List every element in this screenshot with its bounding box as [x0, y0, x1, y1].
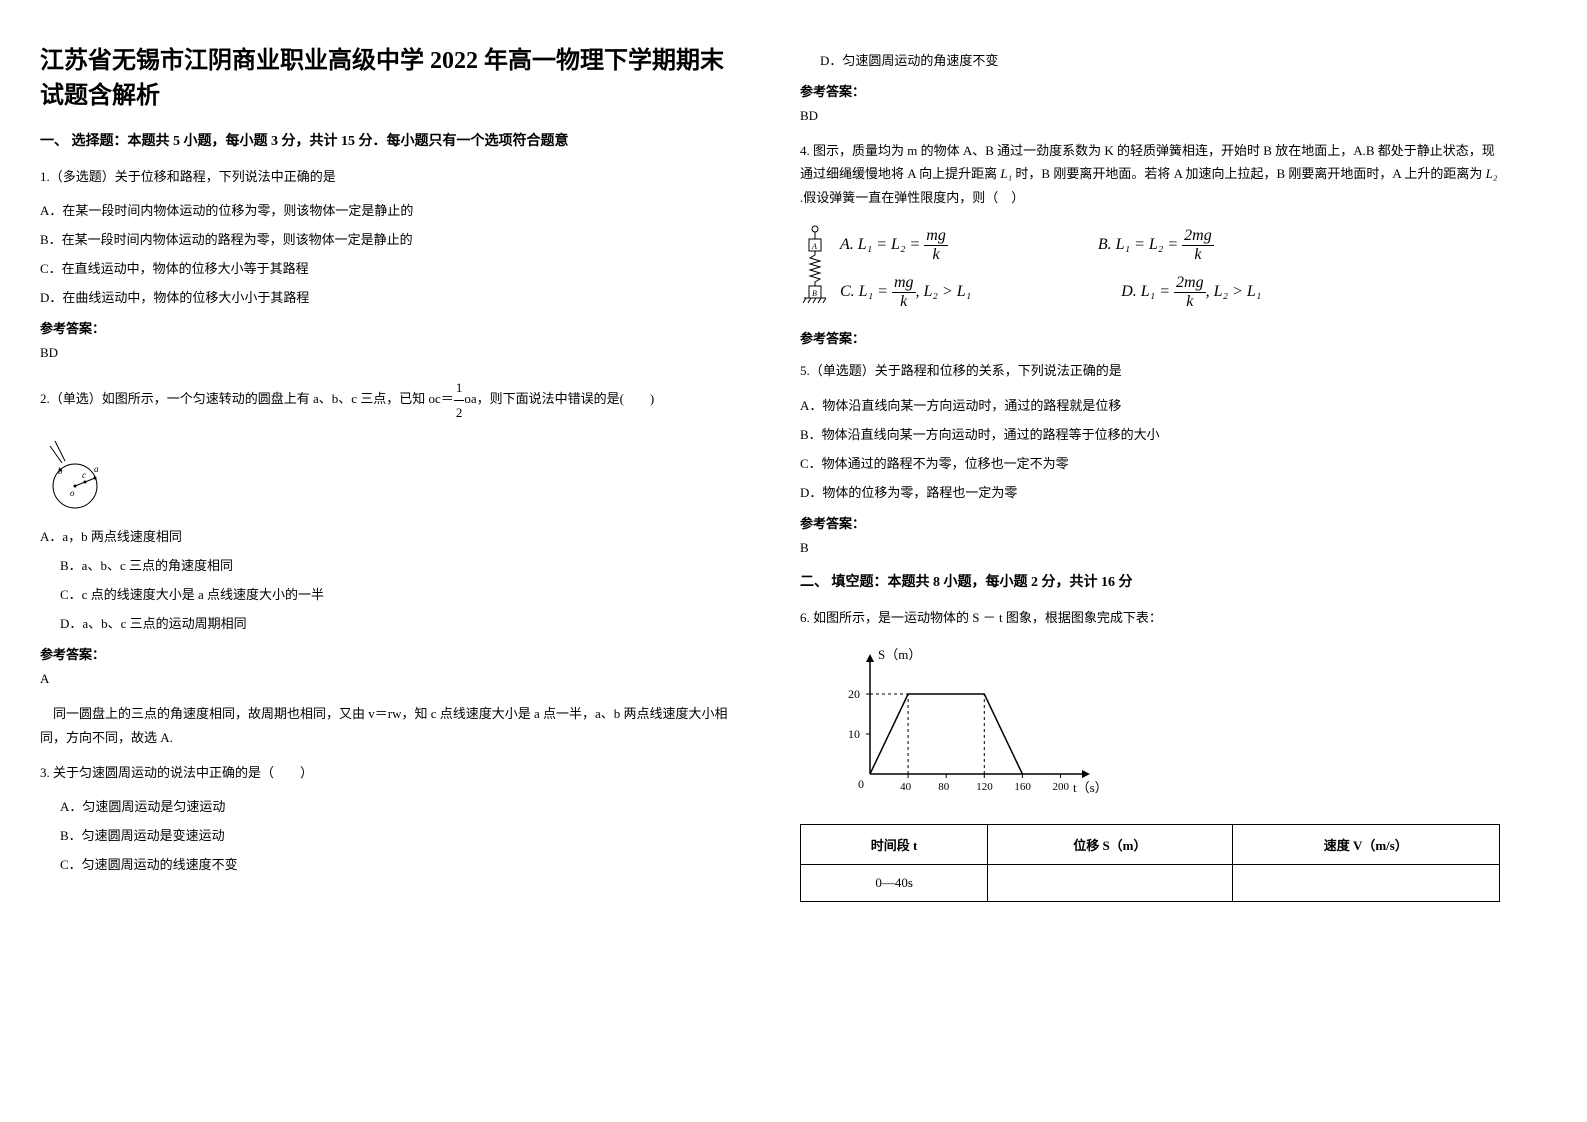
q4-eqB: B. L₁ = L₂ = 2mgk [1098, 227, 1214, 264]
svg-text:40: 40 [900, 781, 912, 793]
q5-optA: A．物体沿直线向某一方向运动时，通过的路程就是位移 [800, 395, 1500, 414]
q4-eqC: C. L₁ = mgk, L₂ > L₁ [840, 274, 971, 311]
q1-stem: 1.（多选题）关于位移和路程，下列说法中正确的是 [40, 165, 740, 188]
q4-L1: L₁ [1000, 166, 1012, 181]
q4-stem: 4. 图示，质量均为 m 的物体 A、B 通过一劲度系数为 K 的轻质弹簧相连，… [800, 139, 1500, 209]
q4-eqA-text: L₁ = L₂ = [858, 236, 925, 253]
q6-chart: S（m） t（s） 0 10 20 40 80 120 160 200 [830, 644, 1500, 809]
q2-optB: B．a、b、c 三点的角速度相同 [60, 555, 740, 574]
q4-eqC-label: C. [840, 283, 855, 300]
q6-stem: 6. 如图所示，是一运动物体的 S － t 图象，根据图象完成下表： [800, 606, 1500, 629]
svg-text:200: 200 [1052, 781, 1069, 793]
q4-eq-block: A. L₁ = L₂ = mgk B. L₁ = L₂ = 2mgk C. L₁… [840, 227, 1261, 311]
q3-stem: 3. 关于匀速圆周运动的说法中正确的是（ ） [40, 761, 740, 784]
svg-text:o: o [70, 488, 75, 498]
q4-eqC-num: mg [892, 274, 916, 293]
q4-eqA-num: mg [924, 227, 948, 246]
q5-answer-label: 参考答案： [800, 513, 1500, 532]
q2-answer: A [40, 671, 740, 687]
q3-optC: C．匀速圆周运动的线速度不变 [60, 854, 740, 873]
q4-eqD-num: 2mg [1174, 274, 1206, 293]
right-column: D．匀速圆周运动的角速度不变 参考答案： BD 4. 图示，质量均为 m 的物体… [800, 40, 1500, 917]
svg-text:c: c [82, 470, 86, 480]
q2-frac-num: 1 [454, 376, 465, 400]
q4-answer-label: 参考答案： [800, 328, 1500, 347]
q6-th2: 速度 V（m/s） [1232, 824, 1499, 864]
q5-stem: 5.（单选题）关于路程和位移的关系，下列说法正确的是 [800, 359, 1500, 382]
q2-stem: 2.（单选）如图所示，一个匀速转动的圆盘上有 a、b、c 三点，已知 oc＝12… [40, 376, 740, 424]
q4-eqC-p2: , L₂ > L₁ [916, 283, 972, 300]
q1-optB: B．在某一段时间内物体运动的路程为零，则该物体一定是静止的 [40, 229, 740, 248]
spring-icon: A B [800, 221, 830, 316]
q4-eq-row1: A. L₁ = L₂ = mgk B. L₁ = L₂ = 2mgk [840, 227, 1261, 264]
q5-optB: B．物体沿直线向某一方向运动时，通过的路程等于位移的大小 [800, 424, 1500, 443]
q2-stem-pre: 2.（单选）如图所示，一个匀速转动的圆盘上有 a、b、c 三点，已知 oc＝ [40, 391, 454, 406]
svg-text:160: 160 [1014, 781, 1031, 793]
q6-r0c2 [1232, 864, 1499, 901]
q4-equations: A B A. L₁ = L₂ = mgk B. L₁ = [800, 221, 1500, 316]
left-column: 江苏省无锡市江阴商业职业高级中学 2022 年高一物理下学期期末试题含解析 一、… [40, 40, 740, 917]
q4-eqB-label: B. [1098, 236, 1112, 253]
q1-optA: A．在某一段时间内物体运动的位移为零，则该物体一定是静止的 [40, 200, 740, 219]
section2-header: 二、 填空题：本题共 8 小题，每小题 2 分，共计 16 分 [800, 571, 1500, 591]
q4-eqA-label: A. [840, 236, 854, 253]
q4-eqB-den: k [1182, 246, 1214, 264]
q4-eqC-den: k [892, 293, 916, 311]
q2-stem-post: oa，则下面说法中错误的是( ) [464, 391, 654, 406]
q1-answer: BD [40, 345, 740, 361]
q4-stem-p2: 时，B 刚要离开地面。若将 A 加速向上拉起，B 刚要离开地面时，A 上升的距离… [1012, 166, 1485, 181]
q2-answer-label: 参考答案： [40, 644, 740, 663]
q5-optC: C．物体通过的路程不为零，位移也一定不为零 [800, 453, 1500, 472]
q3-answer-label: 参考答案： [800, 81, 1500, 100]
svg-text:80: 80 [938, 781, 950, 793]
q4-eq-row2: C. L₁ = mgk, L₂ > L₁ D. L₁ = 2mgk, L₂ > … [840, 274, 1261, 311]
svg-text:20: 20 [848, 687, 860, 701]
svg-text:S（m）: S（m） [878, 647, 921, 662]
q3-answer: BD [800, 108, 1500, 124]
svg-text:A: A [811, 242, 817, 251]
q4-eqA-den: k [924, 246, 948, 264]
svg-text:120: 120 [976, 781, 993, 793]
document-title: 江苏省无锡市江阴商业职业高级中学 2022 年高一物理下学期期末试题含解析 [40, 40, 740, 110]
table-row: 0—40s [801, 864, 1500, 901]
q4-eqB-text: L₁ = L₂ = [1116, 236, 1183, 253]
q4-eqD-p1: L₁ = [1141, 283, 1174, 300]
q5-answer: B [800, 540, 1500, 556]
q3-optD: D．匀速圆周运动的角速度不变 [820, 50, 1500, 69]
q6-th1: 位移 S（m） [988, 824, 1232, 864]
q5-optD: D．物体的位移为零，路程也一定为零 [800, 482, 1500, 501]
q6-r0c0: 0—40s [801, 864, 988, 901]
q1-optC: C．在直线运动中，物体的位移大小等于其路程 [40, 258, 740, 277]
q4-eqD-den: k [1174, 293, 1206, 311]
svg-text:t（s）: t（s） [1073, 780, 1108, 795]
q6-r0c1 [988, 864, 1232, 901]
section1-header: 一、 选择题：本题共 5 小题，每小题 3 分，共计 15 分．每小题只有一个选… [40, 130, 740, 150]
q2-optA: A．a，b 两点线速度相同 [40, 526, 740, 545]
q6-th0: 时间段 t [801, 824, 988, 864]
q2-optC: C．c 点的线速度大小是 a 点线速度大小的一半 [60, 584, 740, 603]
q3-optA: A．匀速圆周运动是匀速运动 [60, 796, 740, 815]
q4-eqC-p1: L₁ = [859, 283, 892, 300]
q1-optD: D．在曲线运动中，物体的位移大小小于其路程 [40, 287, 740, 306]
q2-diagram: o c a b [40, 436, 740, 516]
q2-frac-den: 2 [454, 401, 465, 424]
q4-eqD-label: D. [1121, 283, 1137, 300]
q2-fraction: 12 [454, 376, 465, 424]
svg-text:0: 0 [858, 777, 864, 791]
q4-eqD-p2: , L₂ > L₁ [1206, 283, 1262, 300]
q4-eqA: A. L₁ = L₂ = mgk [840, 227, 948, 264]
q3-optB: B．匀速圆周运动是变速运动 [60, 825, 740, 844]
q2-optD: D．a、b、c 三点的运动周期相同 [60, 613, 740, 632]
q4-eqB-num: 2mg [1182, 227, 1214, 246]
q4-eqD: D. L₁ = 2mgk, L₂ > L₁ [1121, 274, 1261, 311]
q1-answer-label: 参考答案： [40, 318, 740, 337]
q4-L2: L₂ [1486, 166, 1498, 181]
svg-text:B: B [812, 289, 817, 298]
q4-stem-p3: .假设弹簧一直在弹性限度内，则（ ） [800, 190, 1024, 205]
svg-text:10: 10 [848, 727, 860, 741]
q2-explanation: 同一圆盘上的三点的角速度相同，故周期也相同，又由 v＝rw，知 c 点线速度大小… [40, 702, 740, 749]
q6-table: 时间段 t 位移 S（m） 速度 V（m/s） 0—40s [800, 824, 1500, 902]
svg-text:a: a [94, 464, 99, 474]
table-header-row: 时间段 t 位移 S（m） 速度 V（m/s） [801, 824, 1500, 864]
